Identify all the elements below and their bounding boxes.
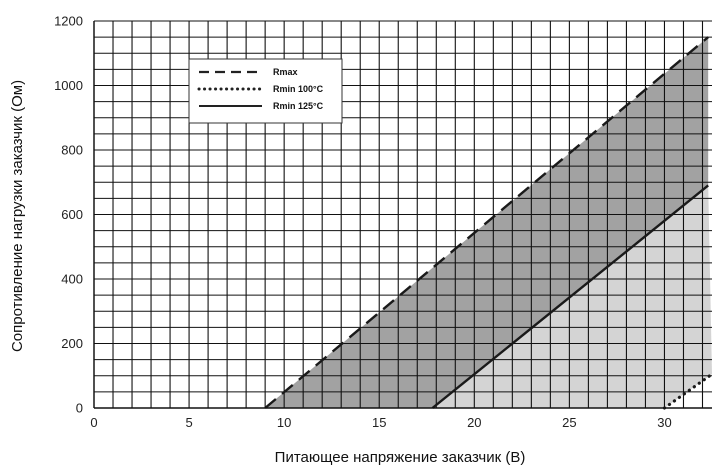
tick-labels: 0 5 10 15 20 25 30 0 200 400 600 800 1000 1200 bbox=[54, 14, 672, 431]
y-tick-label: 0 bbox=[76, 401, 83, 416]
y-tick-label: 200 bbox=[61, 336, 83, 351]
series-lines bbox=[264, 36, 714, 410]
y-tick-label: 1000 bbox=[54, 78, 83, 93]
x-axis-label: Питающее напряжение заказчик (В) bbox=[275, 449, 526, 466]
y-tick-label: 800 bbox=[61, 143, 83, 158]
series-line-2 bbox=[662, 372, 714, 410]
axes bbox=[93, 21, 712, 409]
series-line-1 bbox=[264, 36, 709, 409]
legend-label-rmax: Rmax bbox=[273, 67, 298, 77]
legend-label-rmin100: Rmin 100°C bbox=[273, 84, 324, 94]
y-tick-label: 400 bbox=[61, 272, 83, 287]
x-tick-label: 20 bbox=[467, 415, 481, 430]
x-tick-label: 15 bbox=[372, 415, 386, 430]
legend: Rmax Rmin 100°C Rmin 125°C bbox=[188, 58, 343, 124]
x-tick-label: 25 bbox=[562, 415, 576, 430]
legend-box bbox=[188, 58, 343, 124]
x-tick-label: 0 bbox=[90, 415, 97, 430]
x-tick-label: 5 bbox=[185, 415, 192, 430]
y-tick-label: 1200 bbox=[54, 14, 83, 29]
x-tick-label: 10 bbox=[277, 415, 291, 430]
x-tick-label: 30 bbox=[657, 415, 671, 430]
legend-label-rmin125: Rmin 125°C bbox=[273, 101, 324, 111]
y-axis-label: Сопротивление нагрузки заказчик (Ом) bbox=[9, 80, 26, 352]
y-tick-label: 600 bbox=[61, 207, 83, 222]
series-line-3 bbox=[431, 184, 709, 409]
